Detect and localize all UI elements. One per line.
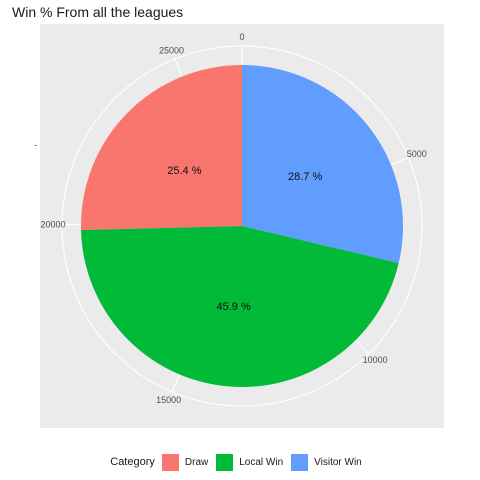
legend-key-local-win [216,453,234,471]
angle-tick-2: 10000 [363,355,388,365]
legend: Category Draw Local Win Visitor Win [0,451,480,473]
pie-slices [81,65,403,387]
angle-tick-3: 15000 [156,395,181,405]
legend-key-draw [161,453,179,471]
slice-label-local-win: 45.9 % [217,301,251,313]
y-axis-tick: - [34,140,37,150]
slice-label-draw: 25.4 % [167,165,201,177]
legend-label-draw: Draw [184,456,209,468]
legend-label-visitor-win: Visitor Win [314,456,362,468]
slice-labels: 28.7 % 45.9 % 25.4 % [167,165,322,313]
angle-tick-0: 0 [239,32,244,42]
slice-label-visitor-win: 28.7 % [288,171,322,183]
legend-item-local-win: Local Win [216,453,284,471]
legend-item-visitor-win: Visitor Win [291,453,362,471]
legend-title: Category [110,456,155,468]
slice-local-win [81,226,399,387]
legend-key-visitor-win [291,453,309,471]
legend-item-draw: Draw [161,453,209,471]
slice-draw [81,65,242,230]
slice-visitor-win [242,65,403,264]
chart-title: Win % From all the leagues [12,4,184,20]
angle-tick-5: 25000 [159,46,184,56]
angle-tick-4: 20000 [40,219,65,229]
legend-label-local-win: Local Win [239,456,284,468]
angle-tick-1: 5000 [407,149,427,159]
angle-tick-labels: 0 5000 10000 15000 20000 25000 [40,32,426,405]
